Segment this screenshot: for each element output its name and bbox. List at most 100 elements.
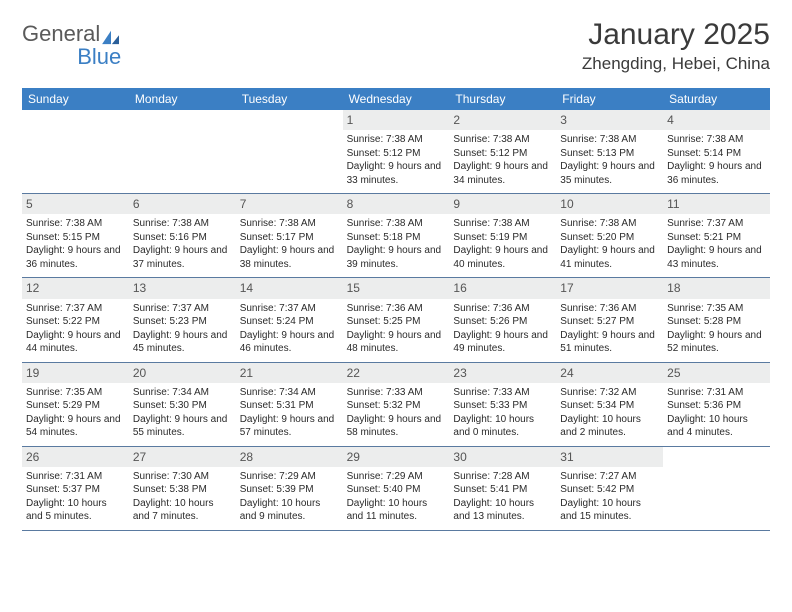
day-cell: 7Sunrise: 7:38 AMSunset: 5:17 PMDaylight…: [236, 194, 343, 277]
sunrise-line: Sunrise: 7:32 AM: [560, 386, 659, 400]
daylight-line: Daylight: 9 hours and 57 minutes.: [240, 413, 339, 440]
day-header-monday: Monday: [129, 88, 236, 110]
sunrise-line: Sunrise: 7:27 AM: [560, 470, 659, 484]
date-number: 12: [22, 278, 129, 298]
sunrise-line: Sunrise: 7:38 AM: [560, 133, 659, 147]
day-cell: 24Sunrise: 7:32 AMSunset: 5:34 PMDayligh…: [556, 363, 663, 446]
daylight-line: Daylight: 9 hours and 40 minutes.: [453, 244, 552, 271]
date-number: 10: [556, 194, 663, 214]
empty-cell: 0: [663, 447, 770, 530]
date-number: 4: [663, 110, 770, 130]
daylight-line: Daylight: 10 hours and 9 minutes.: [240, 497, 339, 524]
daylight-line: Daylight: 10 hours and 0 minutes.: [453, 413, 552, 440]
day-cell: 15Sunrise: 7:36 AMSunset: 5:25 PMDayligh…: [343, 278, 450, 361]
daylight-line: Daylight: 9 hours and 49 minutes.: [453, 329, 552, 356]
day-cell: 21 Sunrise: 7:34 AMSunset: 5:31 PMDayligh…: [236, 363, 343, 446]
day-cell: 9Sunrise: 7:38 AMSunset: 5:19 PMDaylight…: [449, 194, 556, 277]
sunset-line: Sunset: 5:21 PM: [667, 231, 766, 245]
day-cell: 16 Sunrise: 7:36 AMSunset: 5:26 PMDayligh…: [449, 278, 556, 361]
logo-text-2: Blue: [77, 44, 121, 69]
sunset-line: Sunset: 5:12 PM: [347, 147, 446, 161]
daylight-line: Daylight: 9 hours and 46 minutes.: [240, 329, 339, 356]
date-number: 2: [449, 110, 556, 130]
sunrise-line: Sunrise: 7:37 AM: [667, 217, 766, 231]
sunset-line: Sunset: 5:23 PM: [133, 315, 232, 329]
date-number: 14: [236, 278, 343, 298]
daylight-line: Daylight: 9 hours and 37 minutes.: [133, 244, 232, 271]
sunrise-line: Sunrise: 7:28 AM: [453, 470, 552, 484]
date-number: 29: [343, 447, 450, 467]
daylight-line: Daylight: 9 hours and 43 minutes.: [667, 244, 766, 271]
sunset-line: Sunset: 5:37 PM: [26, 483, 125, 497]
sunrise-line: Sunrise: 7:29 AM: [240, 470, 339, 484]
sunset-line: Sunset: 5:30 PM: [133, 399, 232, 413]
month-title: January 2025: [582, 18, 770, 52]
day-header-sunday: Sunday: [22, 88, 129, 110]
day-cell: 22Sunrise: 7:33 AMSunset: 5:32 PMDayligh…: [343, 363, 450, 446]
header: GeneralBlue January 2025 Zhengding, Hebe…: [22, 18, 770, 74]
sunset-line: Sunset: 5:38 PM: [133, 483, 232, 497]
date-number: 24: [556, 363, 663, 383]
day-cell: 8Sunrise: 7:38 AMSunset: 5:18 PMDaylight…: [343, 194, 450, 277]
daylight-line: Daylight: 9 hours and 34 minutes.: [453, 160, 552, 187]
sunset-line: Sunset: 5:20 PM: [560, 231, 659, 245]
sunset-line: Sunset: 5:24 PM: [240, 315, 339, 329]
date-number: 3: [556, 110, 663, 130]
sunrise-line: Sunrise: 7:29 AM: [347, 470, 446, 484]
day-cell: 1Sunrise: 7:38 AMSunset: 5:12 PMDaylight…: [343, 110, 450, 193]
sunrise-line: Sunrise: 7:38 AM: [133, 217, 232, 231]
date-number: 20: [129, 363, 236, 383]
day-cell: 5Sunrise: 7:38 AMSunset: 5:15 PMDaylight…: [22, 194, 129, 277]
sunset-line: Sunset: 5:26 PM: [453, 315, 552, 329]
date-number: 21: [236, 363, 343, 383]
day-cell: 19Sunrise: 7:35 AMSunset: 5:29 PMDayligh…: [22, 363, 129, 446]
day-cell: 11Sunrise: 7:37 AMSunset: 5:21 PMDayligh…: [663, 194, 770, 277]
daylight-line: Daylight: 9 hours and 33 minutes.: [347, 160, 446, 187]
daylight-line: Daylight: 10 hours and 7 minutes.: [133, 497, 232, 524]
date-number: 18: [663, 278, 770, 298]
daylight-line: Daylight: 10 hours and 15 minutes.: [560, 497, 659, 524]
sunrise-line: Sunrise: 7:38 AM: [453, 217, 552, 231]
daylight-line: Daylight: 10 hours and 5 minutes.: [26, 497, 125, 524]
date-number: 22: [343, 363, 450, 383]
day-cell: 3Sunrise: 7:38 AMSunset: 5:13 PMDaylight…: [556, 110, 663, 193]
sunset-line: Sunset: 5:19 PM: [453, 231, 552, 245]
day-cell: 12Sunrise: 7:37 AMSunset: 5:22 PMDayligh…: [22, 278, 129, 361]
date-number: 19: [22, 363, 129, 383]
daylight-line: Daylight: 9 hours and 41 minutes.: [560, 244, 659, 271]
day-cell: 6Sunrise: 7:38 AMSunset: 5:16 PMDaylight…: [129, 194, 236, 277]
day-header-row: SundayMondayTuesdayWednesdayThursdayFrid…: [22, 88, 770, 110]
daylight-line: Daylight: 9 hours and 48 minutes.: [347, 329, 446, 356]
daylight-line: Daylight: 10 hours and 11 minutes.: [347, 497, 446, 524]
daylight-line: Daylight: 9 hours and 36 minutes.: [667, 160, 766, 187]
day-header-tuesday: Tuesday: [236, 88, 343, 110]
date-number: 6: [129, 194, 236, 214]
day-cell: 4Sunrise: 7:38 AMSunset: 5:14 PMDaylight…: [663, 110, 770, 193]
empty-cell: 0: [22, 110, 129, 193]
sunset-line: Sunset: 5:31 PM: [240, 399, 339, 413]
sunrise-line: Sunrise: 7:37 AM: [240, 302, 339, 316]
sunrise-line: Sunrise: 7:38 AM: [240, 217, 339, 231]
daylight-line: Daylight: 10 hours and 2 minutes.: [560, 413, 659, 440]
sunset-line: Sunset: 5:12 PM: [453, 147, 552, 161]
day-cell: 30Sunrise: 7:28 AMSunset: 5:41 PMDayligh…: [449, 447, 556, 530]
date-number: 28: [236, 447, 343, 467]
date-number: 15: [343, 278, 450, 298]
sunrise-line: Sunrise: 7:36 AM: [453, 302, 552, 316]
date-number: 31: [556, 447, 663, 467]
sunrise-line: Sunrise: 7:34 AM: [240, 386, 339, 400]
sunset-line: Sunset: 5:22 PM: [26, 315, 125, 329]
sunset-line: Sunset: 5:36 PM: [667, 399, 766, 413]
day-cell: 10Sunrise: 7:38 AMSunset: 5:20 PMDayligh…: [556, 194, 663, 277]
date-number: 16: [449, 278, 556, 298]
date-number: 8: [343, 194, 450, 214]
day-cell: 29Sunrise: 7:29 AMSunset: 5:40 PMDayligh…: [343, 447, 450, 530]
date-number: 27: [129, 447, 236, 467]
daylight-line: Daylight: 9 hours and 38 minutes.: [240, 244, 339, 271]
day-header-saturday: Saturday: [663, 88, 770, 110]
day-cell: 18Sunrise: 7:35 AMSunset: 5:28 PMDayligh…: [663, 278, 770, 361]
day-header-friday: Friday: [556, 88, 663, 110]
day-cell: 2Sunrise: 7:38 AMSunset: 5:12 PMDaylight…: [449, 110, 556, 193]
date-number: 5: [22, 194, 129, 214]
sunset-line: Sunset: 5:25 PM: [347, 315, 446, 329]
